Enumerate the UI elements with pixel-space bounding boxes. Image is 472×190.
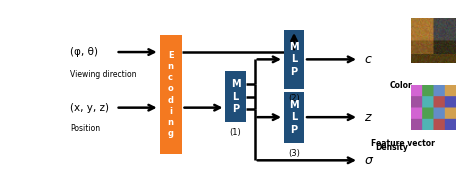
Text: Feature vector: Feature vector — [371, 139, 435, 148]
Text: (x, y, z): (x, y, z) — [70, 103, 109, 113]
Text: M
L
P: M L P — [289, 42, 299, 77]
Text: Position: Position — [70, 124, 100, 133]
Text: M
L
P: M L P — [289, 100, 299, 135]
Text: c: c — [364, 53, 371, 66]
Text: σ: σ — [364, 154, 372, 167]
FancyBboxPatch shape — [160, 35, 182, 154]
Text: E
n
c
o
d
i
n
g: E n c o d i n g — [168, 51, 174, 138]
Text: (3): (3) — [288, 149, 300, 158]
FancyBboxPatch shape — [226, 71, 245, 122]
Text: Viewing direction: Viewing direction — [70, 70, 136, 78]
Text: (1): (1) — [229, 128, 241, 137]
Text: (2): (2) — [288, 94, 300, 104]
Text: Density: Density — [375, 143, 408, 152]
FancyBboxPatch shape — [284, 92, 304, 143]
FancyBboxPatch shape — [284, 30, 304, 89]
Text: z: z — [364, 111, 371, 124]
Text: (φ, θ): (φ, θ) — [70, 47, 98, 57]
Text: M
L
P: M L P — [231, 79, 240, 114]
Text: Color: Color — [390, 81, 413, 90]
